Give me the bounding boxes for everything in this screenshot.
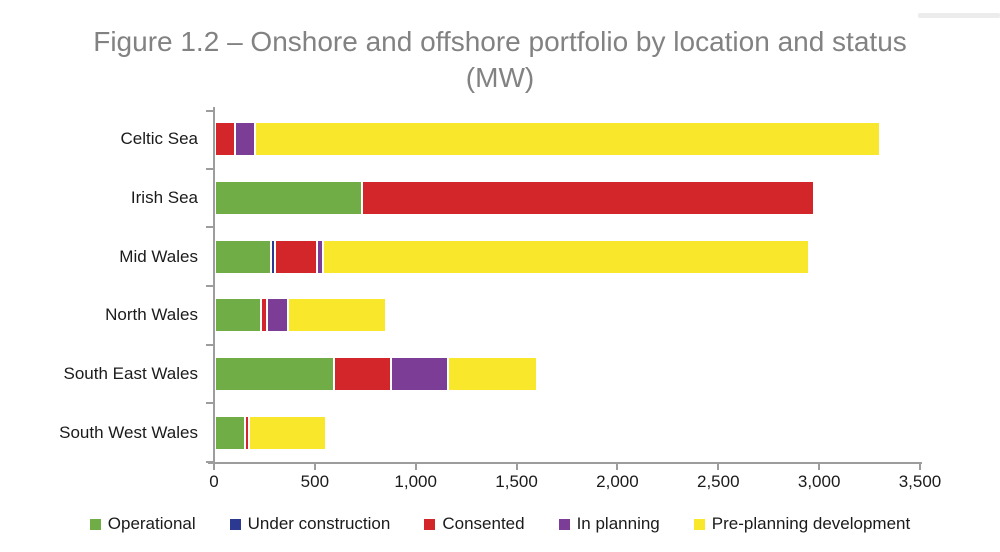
y-axis-tick (206, 226, 214, 229)
x-axis-tick (616, 462, 619, 470)
category-axis-labels: Celtic Sea Irish Sea Mid Wales North Wales S… (0, 110, 202, 462)
bar-segment-consented (246, 416, 248, 449)
x-axis-tick-label: 1,000 (394, 472, 437, 491)
legend-swatch-pre-planning-development (693, 518, 705, 530)
bar-segment-under-construction (272, 240, 274, 273)
x-axis-tick-label: 3,500 (898, 472, 942, 491)
legend-swatch-in-planning (558, 518, 570, 530)
bar-segment-in-planning (392, 358, 447, 390)
x-axis-tick (213, 462, 215, 470)
bar-segment-consented (276, 240, 316, 273)
x-axis-tick-label: 500 (300, 472, 330, 491)
legend-swatch-consented (424, 518, 436, 530)
legend-item-under-construction: Under construction (229, 514, 391, 534)
bar-segment-operational (216, 358, 333, 390)
bar-row-celtic-sea (216, 123, 920, 156)
legend-swatch-under-construction (229, 518, 241, 530)
bar-segment-consented (335, 358, 390, 390)
bar-segment-pre-planning-development (289, 299, 385, 332)
legend-label: Pre-planning development (711, 514, 911, 533)
legend-item-consented: Consented (424, 514, 525, 534)
bar-row-north-wales (216, 299, 920, 332)
x-axis-tick (515, 462, 518, 470)
x-axis-tick (717, 462, 720, 470)
legend-label: Under construction (247, 514, 391, 533)
legend-item-operational: Operational (89, 514, 196, 534)
category-label-mid-wales: Mid Wales (119, 246, 198, 266)
bar-segment-operational (216, 416, 244, 449)
y-axis-tick (206, 110, 214, 112)
legend-label: Consented (442, 514, 525, 533)
category-label-irish-sea: Irish Sea (130, 187, 198, 207)
legend-item-in-planning: In planning (558, 514, 660, 534)
bar-segment-consented (216, 123, 234, 156)
category-label-celtic-sea: Celtic Sea (120, 129, 198, 149)
legend-label: Operational (107, 514, 196, 533)
legend: Operational Under construction Consented In… (0, 514, 1000, 534)
y-axis-tick (206, 285, 214, 287)
bar-segment-in-planning (318, 240, 322, 273)
bar-segment-operational (216, 240, 270, 273)
scrollbar-artifact (918, 13, 1000, 18)
y-axis-tick (206, 167, 214, 170)
bar-segment-pre-planning-development (256, 123, 879, 156)
y-axis-tick (206, 402, 214, 405)
bar-segment-operational (216, 299, 260, 332)
x-axis-tick (313, 462, 316, 470)
bar-segment-in-planning (236, 123, 254, 156)
bar-segment-pre-planning-development (250, 416, 325, 449)
bar-row-south-east-wales (216, 358, 920, 390)
y-axis-tick (206, 461, 214, 463)
x-axis-line (208, 462, 922, 464)
category-label-north-wales: North Wales (105, 305, 198, 325)
category-label-south-east-wales: South East Wales (63, 363, 199, 383)
legend-item-pre-planning-development: Pre-planning development (693, 514, 911, 534)
plot-area: 0 500 1,000 1,500 2,000 2,500 3,000 3,500 (206, 110, 941, 491)
bar-row-irish-sea (216, 182, 920, 214)
bar-segment-pre-planning-development (449, 358, 536, 390)
bar-segment-operational (216, 182, 361, 214)
x-axis-tick (919, 462, 921, 470)
bar-segment-consented (262, 299, 266, 332)
legend-label: In planning (576, 514, 660, 533)
x-axis-tick-label: 2,500 (697, 472, 740, 491)
bar-segment-consented (363, 182, 813, 214)
y-axis-line (213, 107, 215, 464)
chart-title: Figure 1.2 – Onshore and offshore portfo… (93, 26, 907, 93)
bar-segment-pre-planning-development (324, 240, 808, 273)
bar-segment-in-planning (268, 299, 287, 332)
x-axis-tick (414, 462, 417, 470)
y-axis-tick (206, 343, 214, 346)
legend-swatch-operational (89, 518, 101, 530)
category-label-south-west-wales: South West Wales (59, 422, 198, 442)
bar-row-south-west-wales (216, 416, 920, 449)
x-axis-tick-label: 3,000 (797, 472, 841, 491)
x-axis-tick-label: 1,500 (495, 472, 538, 491)
x-axis-tick-label: 2,000 (596, 472, 639, 491)
x-axis-tick-label: 0 (209, 472, 219, 491)
x-axis-tick (818, 462, 821, 470)
bar-row-mid-wales (216, 240, 920, 273)
